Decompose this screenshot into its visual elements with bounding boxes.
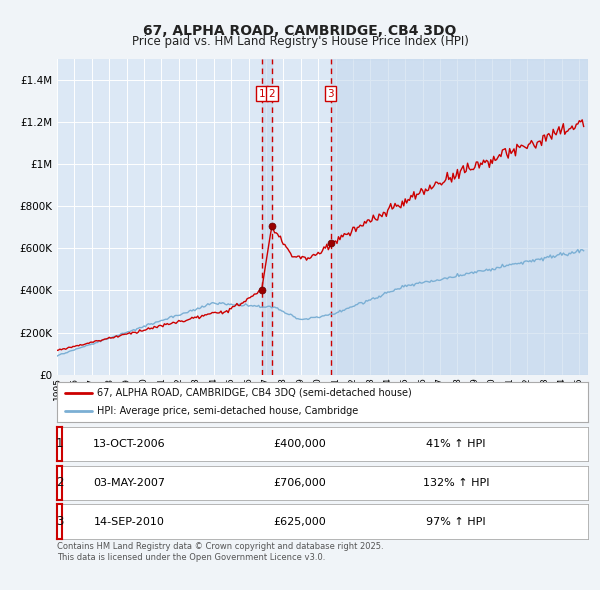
Text: 97% ↑ HPI: 97% ↑ HPI [426, 517, 486, 526]
Text: £400,000: £400,000 [274, 439, 326, 448]
Text: 132% ↑ HPI: 132% ↑ HPI [423, 478, 489, 487]
Text: HPI: Average price, semi-detached house, Cambridge: HPI: Average price, semi-detached house,… [97, 406, 358, 416]
Text: 13-OCT-2006: 13-OCT-2006 [92, 439, 166, 448]
Text: 67, ALPHA ROAD, CAMBRIDGE, CB4 3DQ: 67, ALPHA ROAD, CAMBRIDGE, CB4 3DQ [143, 24, 457, 38]
Text: £625,000: £625,000 [274, 517, 326, 526]
Text: 03-MAY-2007: 03-MAY-2007 [93, 478, 165, 487]
Text: 1: 1 [56, 437, 64, 450]
Text: Price paid vs. HM Land Registry's House Price Index (HPI): Price paid vs. HM Land Registry's House … [131, 35, 469, 48]
Text: 67, ALPHA ROAD, CAMBRIDGE, CB4 3DQ (semi-detached house): 67, ALPHA ROAD, CAMBRIDGE, CB4 3DQ (semi… [97, 388, 412, 398]
Text: 2: 2 [56, 476, 64, 489]
Text: 1: 1 [259, 88, 266, 99]
Text: Contains HM Land Registry data © Crown copyright and database right 2025.
This d: Contains HM Land Registry data © Crown c… [57, 542, 383, 562]
Text: 3: 3 [327, 88, 334, 99]
Text: 3: 3 [56, 515, 64, 528]
Bar [331, 59, 588, 375]
Text: £706,000: £706,000 [274, 478, 326, 487]
Bar [262, 59, 272, 375]
Text: 2: 2 [268, 88, 275, 99]
Text: 14-SEP-2010: 14-SEP-2010 [94, 517, 164, 526]
Text: 41% ↑ HPI: 41% ↑ HPI [426, 439, 486, 448]
